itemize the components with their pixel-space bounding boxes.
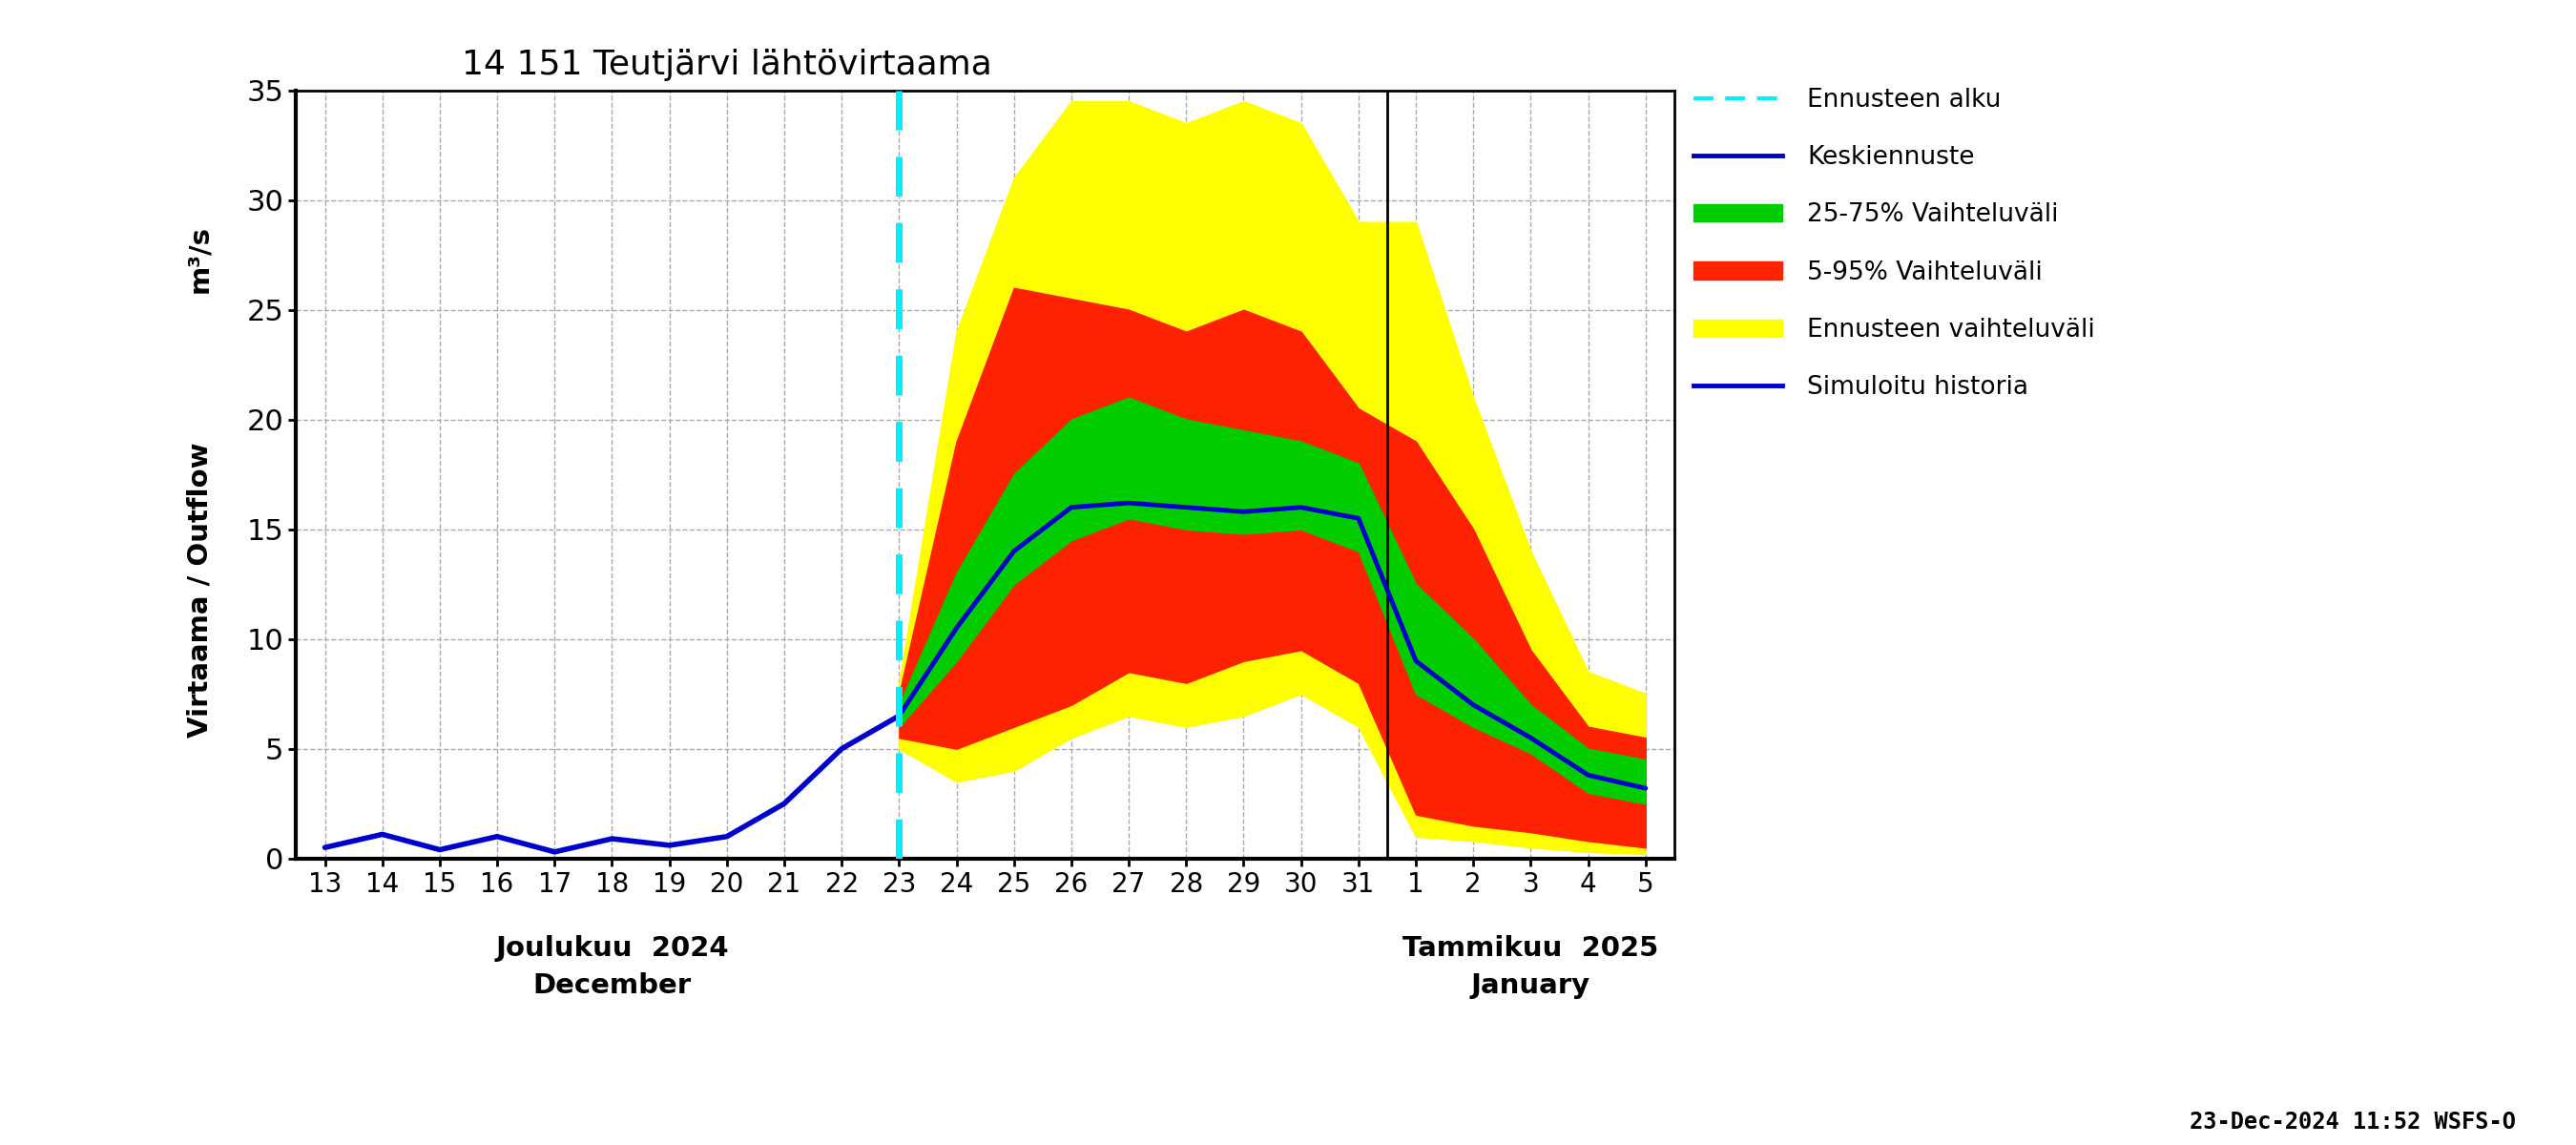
Text: 23-Dec-2024 11:52 WSFS-O: 23-Dec-2024 11:52 WSFS-O	[2190, 1111, 2517, 1134]
Text: December: December	[533, 972, 690, 1000]
Text: Tammikuu  2025: Tammikuu 2025	[1404, 935, 1659, 962]
Text: Joulukuu  2024: Joulukuu 2024	[495, 935, 729, 962]
Text: m³/s: m³/s	[185, 226, 214, 293]
Text: January: January	[1471, 972, 1589, 1000]
Text: Virtaama / Outflow: Virtaama / Outflow	[185, 442, 214, 737]
Legend: Ennusteen alku, Keskiennuste, 25-75% Vaihteluväli, 5-95% Vaihteluväli, Ennusteen: Ennusteen alku, Keskiennuste, 25-75% Vai…	[1695, 87, 2094, 400]
Text: 14 151 Teutjärvi lähtövirtaama: 14 151 Teutjärvi lähtövirtaama	[461, 48, 992, 81]
